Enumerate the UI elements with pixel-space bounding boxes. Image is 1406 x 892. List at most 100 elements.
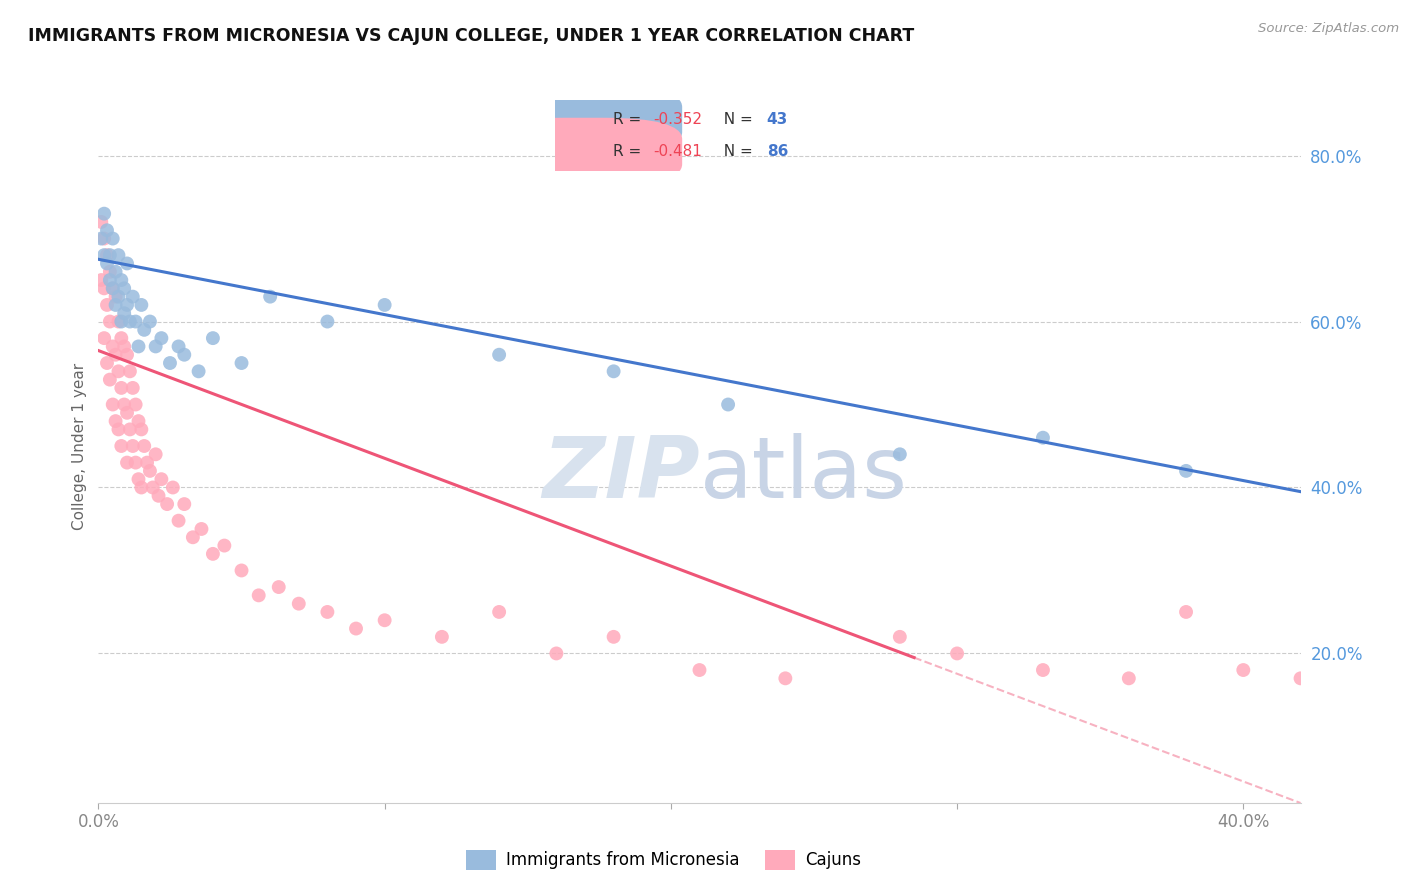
Point xyxy=(121,439,143,453)
Point xyxy=(173,497,195,511)
Point xyxy=(214,539,236,553)
Point xyxy=(190,522,212,536)
Text: ZIP: ZIP xyxy=(541,433,700,516)
Point xyxy=(136,456,159,470)
Point xyxy=(90,273,112,287)
Y-axis label: College, Under 1 year: College, Under 1 year xyxy=(72,362,87,530)
Point xyxy=(118,422,141,436)
Point xyxy=(602,630,624,644)
Point xyxy=(131,298,153,312)
Point xyxy=(93,331,115,345)
Point xyxy=(96,223,118,237)
Point xyxy=(488,348,510,362)
Point xyxy=(98,273,121,287)
Point xyxy=(134,323,156,337)
Point xyxy=(98,314,121,328)
Point xyxy=(1175,464,1198,478)
Point xyxy=(107,248,129,262)
Point xyxy=(118,364,141,378)
Point xyxy=(181,530,204,544)
Point xyxy=(1232,663,1254,677)
Point xyxy=(101,339,124,353)
Point xyxy=(124,314,146,328)
Point xyxy=(201,331,224,345)
Point xyxy=(889,447,911,461)
Point xyxy=(93,207,115,221)
Point xyxy=(124,397,146,411)
Point xyxy=(187,364,209,378)
Point xyxy=(115,256,138,270)
Point xyxy=(316,314,339,328)
Point xyxy=(115,406,138,420)
Point xyxy=(162,481,184,495)
Point xyxy=(101,281,124,295)
Point xyxy=(1118,671,1140,685)
Point xyxy=(96,248,118,262)
Point xyxy=(1403,663,1406,677)
Point xyxy=(115,456,138,470)
Point xyxy=(374,613,396,627)
Text: atlas: atlas xyxy=(700,433,907,516)
Point xyxy=(139,314,162,328)
Point xyxy=(101,231,124,245)
Point xyxy=(488,605,510,619)
Point xyxy=(946,647,969,661)
Point xyxy=(110,381,132,395)
Point xyxy=(110,314,132,328)
Point xyxy=(167,339,190,353)
Point xyxy=(104,414,127,428)
Point xyxy=(110,331,132,345)
Point xyxy=(374,298,396,312)
Point xyxy=(112,397,135,411)
Point xyxy=(112,281,135,295)
Point xyxy=(1175,605,1198,619)
Point xyxy=(115,348,138,362)
Point xyxy=(98,248,121,262)
Point xyxy=(93,231,115,245)
Point xyxy=(112,339,135,353)
Point xyxy=(128,472,150,486)
Point xyxy=(107,314,129,328)
Point xyxy=(267,580,290,594)
Point xyxy=(689,663,711,677)
Point xyxy=(128,414,150,428)
Point xyxy=(134,439,156,453)
Point xyxy=(142,481,165,495)
Point xyxy=(259,290,281,304)
Point xyxy=(231,356,253,370)
Point xyxy=(104,298,127,312)
Point xyxy=(316,605,339,619)
Point xyxy=(93,281,115,295)
Point xyxy=(101,281,124,295)
Point xyxy=(889,630,911,644)
Point xyxy=(145,447,167,461)
Legend: Immigrants from Micronesia, Cajuns: Immigrants from Micronesia, Cajuns xyxy=(460,843,868,877)
Point xyxy=(131,481,153,495)
Point xyxy=(110,439,132,453)
Point xyxy=(104,290,127,304)
Point xyxy=(231,564,253,578)
Point xyxy=(1032,663,1054,677)
Point xyxy=(90,215,112,229)
Point xyxy=(546,647,568,661)
Point xyxy=(98,265,121,279)
Point xyxy=(104,348,127,362)
Point xyxy=(131,422,153,436)
Point xyxy=(159,356,181,370)
Point xyxy=(1347,688,1369,702)
Point xyxy=(107,290,129,304)
Point xyxy=(121,290,143,304)
Point xyxy=(110,273,132,287)
Point xyxy=(150,472,173,486)
Point xyxy=(775,671,797,685)
Point xyxy=(112,306,135,320)
Point xyxy=(150,331,173,345)
Point xyxy=(124,456,146,470)
Point xyxy=(247,588,270,602)
Point xyxy=(288,597,311,611)
Point xyxy=(430,630,453,644)
Point xyxy=(98,373,121,387)
Point xyxy=(118,314,141,328)
Point xyxy=(173,348,195,362)
Point xyxy=(90,231,112,245)
